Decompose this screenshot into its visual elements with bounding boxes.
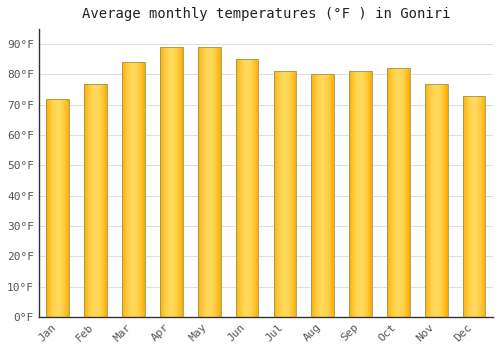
Bar — [349, 71, 372, 317]
Bar — [46, 99, 69, 317]
Bar — [84, 84, 107, 317]
Bar — [236, 60, 258, 317]
Bar — [463, 96, 485, 317]
Bar — [312, 75, 334, 317]
Title: Average monthly temperatures (°F ) in Goniri: Average monthly temperatures (°F ) in Go… — [82, 7, 450, 21]
Bar — [122, 62, 145, 317]
Bar — [160, 47, 182, 317]
Bar — [274, 71, 296, 317]
Bar — [387, 69, 410, 317]
Bar — [425, 84, 448, 317]
Bar — [198, 47, 220, 317]
